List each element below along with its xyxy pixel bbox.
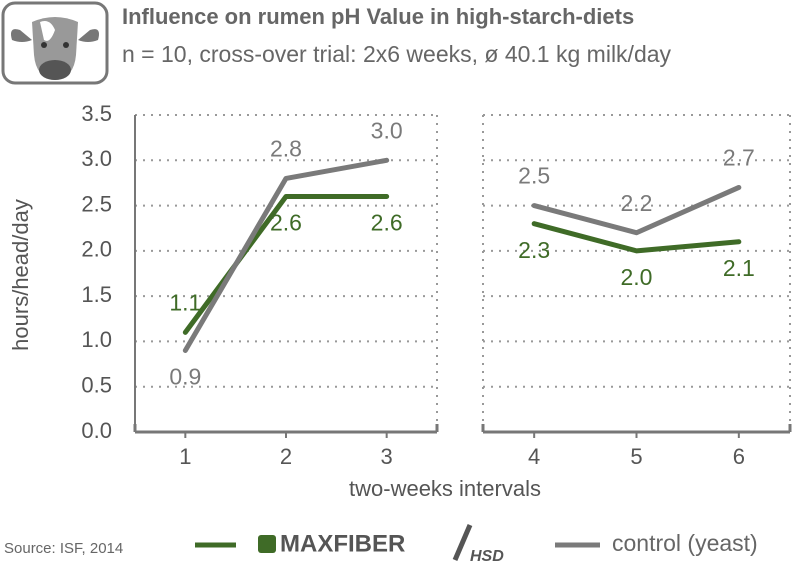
y-tick-label: 1.5 bbox=[81, 282, 112, 307]
value-label: 2.2 bbox=[621, 190, 653, 216]
series-line bbox=[531, 221, 742, 254]
legend-label-suffix: HSD bbox=[470, 548, 504, 565]
legend-logo-slash bbox=[452, 524, 473, 561]
value-label: 2.5 bbox=[518, 163, 550, 189]
value-label: 3.0 bbox=[371, 117, 403, 143]
x-tick-label: 6 bbox=[733, 444, 745, 469]
value-label: 2.3 bbox=[518, 237, 550, 263]
legend-logo-mark bbox=[258, 535, 276, 553]
source: Source: ISF, 2014 bbox=[4, 540, 123, 557]
y-tick-label: 0.5 bbox=[81, 373, 112, 398]
x-tick-label: 1 bbox=[179, 444, 191, 469]
cow-icon bbox=[1, 1, 109, 85]
series-line bbox=[531, 184, 742, 236]
value-label: 2.6 bbox=[371, 210, 403, 236]
value-label: 2.8 bbox=[270, 135, 302, 161]
x-tick-label: 2 bbox=[280, 444, 292, 469]
legend-label: MAXFIBER bbox=[280, 530, 405, 557]
y-tick-label: 2.0 bbox=[81, 237, 112, 262]
y-tick-label: 0.0 bbox=[81, 418, 112, 443]
legend-label: control (yeast) bbox=[612, 530, 758, 556]
chart-subtitle: n = 10, cross-over trial: 2x6 weeks, ø 4… bbox=[122, 41, 672, 67]
value-label: 2.6 bbox=[270, 210, 302, 236]
series-line bbox=[182, 194, 390, 335]
x-tick-label: 3 bbox=[381, 444, 393, 469]
value-label: 0.9 bbox=[169, 364, 201, 390]
value-label: 1.1 bbox=[169, 289, 201, 315]
y-tick-label: 1.0 bbox=[81, 327, 112, 352]
y-axis-label: hours/head/day bbox=[8, 199, 33, 351]
x-axis-label: two-weeks intervals bbox=[349, 476, 541, 501]
value-label: 2.1 bbox=[723, 255, 755, 281]
value-label: 2.0 bbox=[621, 264, 653, 290]
series-line bbox=[182, 157, 390, 353]
y-tick-label: 3.0 bbox=[81, 146, 112, 171]
legend: MAXFIBER HSD control (yeast) bbox=[195, 524, 758, 565]
x-tick-label: 4 bbox=[528, 444, 540, 469]
y-tick-label: 3.5 bbox=[81, 101, 112, 126]
chart-title: Influence on rumen pH Value in high-star… bbox=[122, 4, 634, 29]
x-tick-label: 5 bbox=[630, 444, 642, 469]
y-tick-label: 2.5 bbox=[81, 191, 112, 216]
value-label: 2.7 bbox=[723, 145, 755, 171]
